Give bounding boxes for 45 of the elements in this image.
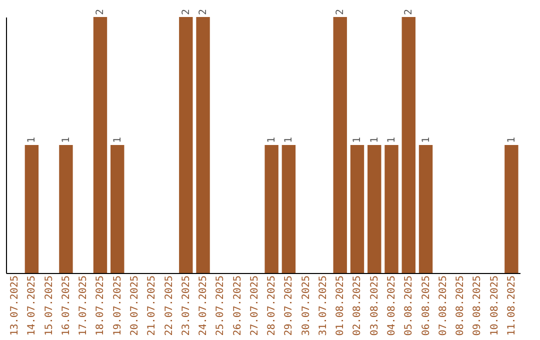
x-tick-label: 30.07.2025	[300, 276, 312, 336]
data-label: 1	[506, 136, 518, 143]
x-tick-label: 16.07.2025	[60, 276, 72, 336]
x-tick-label: 10.08.2025	[489, 276, 500, 336]
x-tick-label: 08.08.2025	[455, 276, 466, 336]
x-tick-label: 01.08.2025	[335, 276, 346, 336]
x-tick-label: 15.07.2025	[44, 276, 55, 336]
data-label: 1	[420, 136, 432, 143]
x-tick-label: 13.07.2025	[10, 276, 21, 336]
data-label: 2	[198, 8, 210, 15]
data-label: 1	[369, 136, 380, 143]
x-tick-label: 06.08.2025	[420, 276, 432, 336]
x-tick-label: 18.07.2025	[95, 276, 106, 336]
x-tick-label: 05.08.2025	[404, 276, 415, 336]
x-tick-label: 02.08.2025	[352, 276, 364, 336]
x-tick-label: 26.07.2025	[232, 276, 244, 336]
data-label: 1	[266, 136, 278, 143]
data-label: 1	[60, 136, 72, 143]
data-label: 1	[386, 136, 398, 143]
x-tick-label: 09.08.2025	[472, 276, 484, 336]
x-tick-label: 11.08.2025	[506, 276, 518, 336]
x-tick-label: 20.07.2025	[130, 276, 140, 336]
x-tick-label: 21.07.2025	[146, 276, 158, 336]
x-tick-label: 23.07.2025	[180, 276, 192, 336]
x-tick-label: 28.07.2025	[266, 276, 278, 336]
x-tick-label: 04.08.2025	[386, 276, 398, 336]
x-tick-label: 31.07.2025	[318, 276, 329, 336]
data-label: 2	[95, 8, 106, 15]
x-tick-label: 14.07.2025	[26, 276, 38, 336]
x-tick-label: 24.07.2025	[198, 276, 210, 336]
x-tick-label: 22.07.2025	[164, 276, 175, 336]
x-tick-label: 19.07.2025	[112, 276, 124, 336]
data-label: 2	[180, 8, 192, 15]
data-label: 1	[112, 136, 124, 143]
data-label: 2	[335, 8, 346, 15]
x-tick-label: 27.07.2025	[249, 276, 260, 336]
data-label: 1	[284, 136, 295, 143]
x-tick-label: 03.08.2025	[369, 276, 380, 336]
x-tick-label: 17.07.2025	[78, 276, 90, 336]
x-tick-label: 25.07.2025	[215, 276, 226, 336]
x-tick-label: 29.07.2025	[284, 276, 295, 336]
data-label: 1	[26, 136, 38, 143]
data-label: 2	[404, 8, 415, 15]
x-tick-label: 07.08.2025	[438, 276, 449, 336]
data-label: 1	[352, 136, 364, 143]
